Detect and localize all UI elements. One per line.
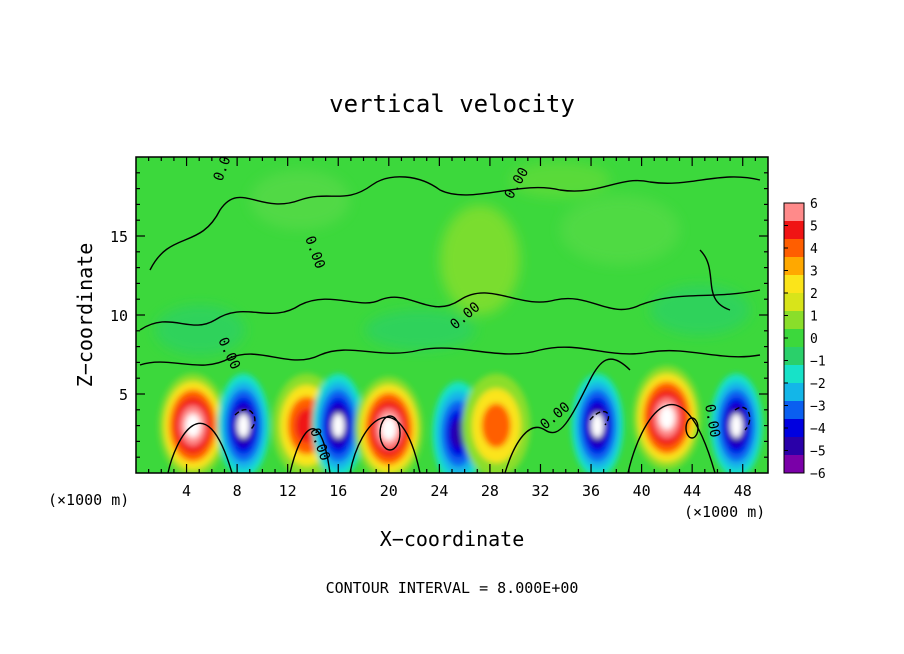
x-tick-label: 40 xyxy=(633,482,651,500)
colorbar-swatch xyxy=(784,221,804,239)
downdraft-core xyxy=(237,413,250,438)
x-tick-label: 32 xyxy=(531,482,549,500)
colorbar-label: 1 xyxy=(810,310,818,325)
x-tick-label: 24 xyxy=(430,482,448,500)
colorbar-label: −2 xyxy=(810,377,826,392)
colorbar-swatch xyxy=(784,329,804,347)
y-axis: 5 10 15 xyxy=(110,172,768,458)
y-axis-label: Z−coordinate xyxy=(73,243,97,388)
x-tick-label: 4 xyxy=(182,482,191,500)
downdraft-core xyxy=(591,413,604,438)
x-axis: 4 8 12 16 20 24 28 32 36 40 44 48 xyxy=(148,157,756,500)
colorbar-swatch xyxy=(784,401,804,419)
colorbar-swatch xyxy=(784,293,804,311)
x-tick-label: 36 xyxy=(582,482,600,500)
downdraft-core xyxy=(332,413,345,438)
x-tick-label: 44 xyxy=(683,482,701,500)
y-tick-label: 15 xyxy=(110,228,128,246)
downdraft-core xyxy=(451,419,466,448)
colorbar-swatch xyxy=(784,347,804,365)
updraft-core xyxy=(659,405,675,430)
chart-title: vertical velocity xyxy=(329,90,575,118)
upper-field-texture xyxy=(155,162,750,355)
colorbar-swatch xyxy=(784,437,804,455)
contour-lines xyxy=(139,176,761,473)
colorbar-swatch xyxy=(784,203,804,221)
colorbar-swatch xyxy=(784,275,804,293)
colorbar-label: −6 xyxy=(810,467,826,482)
velocity-features xyxy=(158,365,763,473)
updraft-core xyxy=(380,416,397,441)
x-axis-label: X−coordinate xyxy=(380,527,525,551)
colorbar-swatch xyxy=(784,419,804,437)
x-tick-label: 20 xyxy=(380,482,398,500)
colorbar-label: 2 xyxy=(810,287,818,302)
x-tick-label: 28 xyxy=(481,482,499,500)
plot-area: 0.000.000.000.000.000.00 0.000.00 xyxy=(136,157,768,473)
colorbar-label: −1 xyxy=(810,355,826,370)
updraft-core xyxy=(481,403,511,448)
colorbar-label: −4 xyxy=(810,422,826,437)
colorbar-swatch xyxy=(784,257,804,275)
colorbar-label: −5 xyxy=(810,445,826,460)
colorbar-swatch xyxy=(784,239,804,257)
x-tick-label: 8 xyxy=(233,482,242,500)
colorbar-label: −3 xyxy=(810,400,826,415)
contour-label: 0.00 xyxy=(701,403,723,439)
y-tick-label: 5 xyxy=(119,386,128,404)
colorbar-swatch xyxy=(784,311,804,329)
x-axis-unit-right: (×1000 m) xyxy=(684,503,765,521)
downdraft-core xyxy=(730,413,743,438)
colorbar-label: 3 xyxy=(810,265,818,280)
colorbar-label: 5 xyxy=(810,220,818,235)
colorbar-swatch xyxy=(784,455,804,473)
colorbar-label: 4 xyxy=(810,242,818,257)
x-axis-unit: (×1000 m) xyxy=(48,491,129,509)
colorbar: 6 5 4 3 2 1 0 −1 −2 −3 −4 −5 −6 xyxy=(783,197,826,482)
colorbar-swatch xyxy=(784,383,804,401)
y-tick-label: 10 xyxy=(110,307,128,325)
x-tick-label: 12 xyxy=(279,482,297,500)
colorbar-label: 0 xyxy=(810,332,818,347)
x-tick-label: 48 xyxy=(734,482,752,500)
updraft-core xyxy=(295,408,318,443)
contour-interval-footer: CONTOUR INTERVAL = 8.000E+00 xyxy=(326,579,579,597)
colorbar-swatch xyxy=(784,365,804,383)
colorbar-label: 6 xyxy=(810,197,818,212)
x-tick-label: 16 xyxy=(329,482,347,500)
